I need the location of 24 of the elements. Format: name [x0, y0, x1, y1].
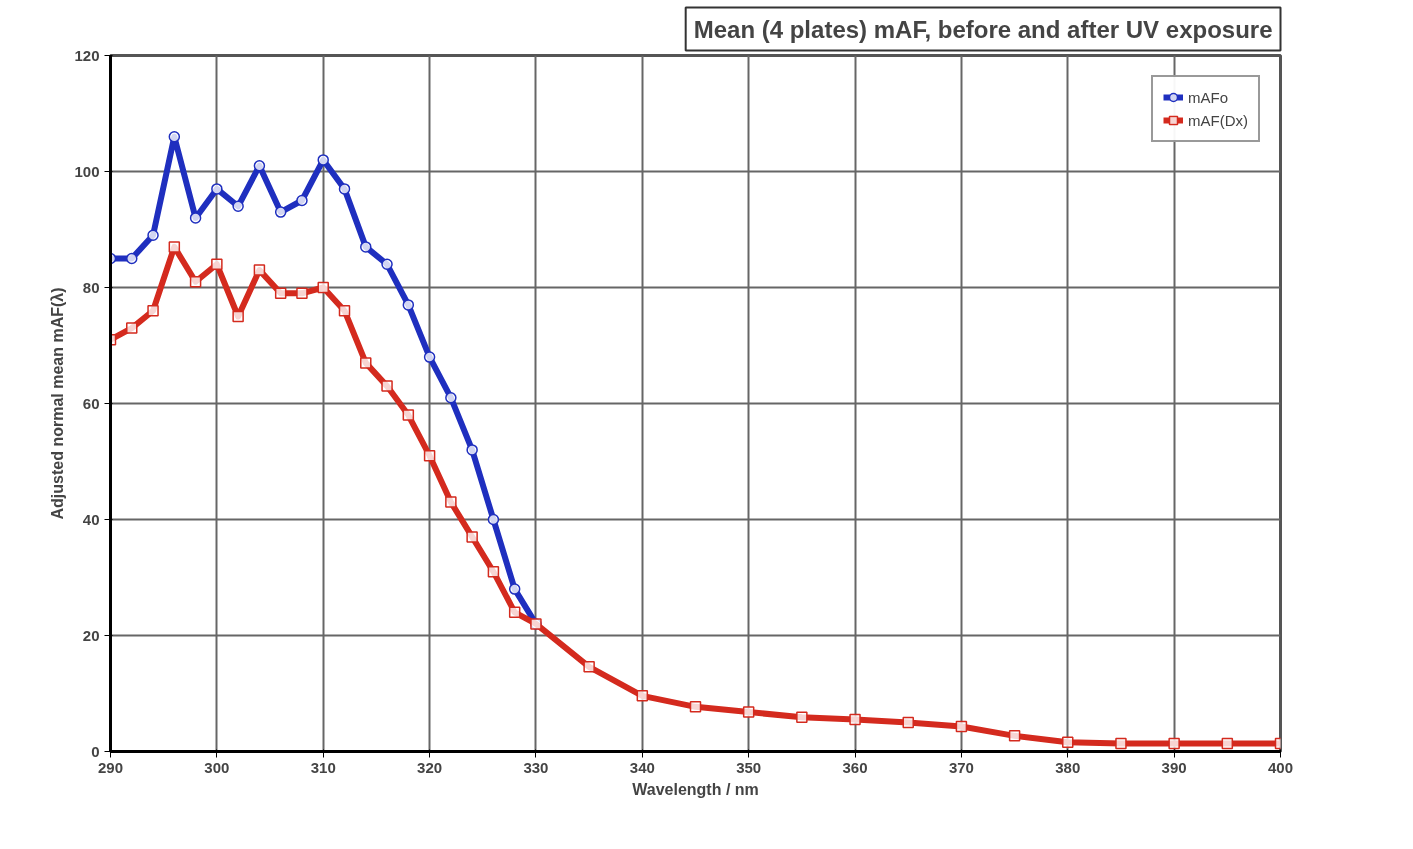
y-tick-label: 20: [82, 626, 100, 644]
y-tick-label: 0: [91, 742, 100, 760]
x-tick-label: 350: [736, 758, 762, 776]
x-tick-label: 370: [948, 758, 974, 776]
y-tick-label: 60: [82, 394, 100, 412]
y-tick-label: 80: [82, 278, 100, 296]
x-tick-label: 360: [842, 758, 868, 776]
x-tick-label: 320: [417, 758, 443, 776]
x-tick-label: 380: [1055, 758, 1081, 776]
y-tick-label: 100: [74, 162, 100, 180]
chart-title: Mean (4 plates) mAF, before and after UV exposure: [693, 15, 1273, 43]
x-tick-label: 310: [310, 758, 336, 776]
y-axis-title: Adjusted normal mean mAF(λ): [49, 287, 67, 520]
x-tick-label: 340: [629, 758, 655, 776]
legend-label: mAF(Dx): [1188, 111, 1248, 129]
x-tick-label: 390: [1161, 758, 1187, 776]
y-tick-label: 40: [82, 510, 100, 528]
x-tick-label: 400: [1267, 758, 1294, 776]
x-axis-title: Wavelength / nm: [632, 780, 759, 798]
y-tick-label: 120: [74, 46, 100, 64]
legend-label: mAFo: [1188, 88, 1229, 106]
x-tick-label: 290: [97, 758, 124, 776]
x-tick-label: 300: [204, 758, 230, 776]
x-tick-label: 330: [523, 758, 549, 776]
